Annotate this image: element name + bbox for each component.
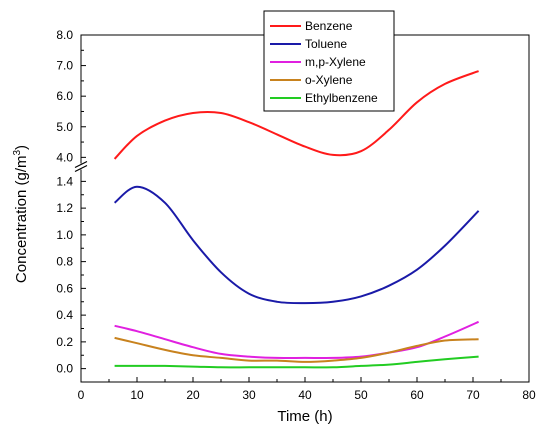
- legend-label-m-p-xylene: m,p-Xylene: [305, 55, 366, 69]
- x-tick-label: 30: [242, 388, 256, 402]
- y-tick-label: 1.0: [56, 228, 73, 242]
- y-tick-label: 0.6: [56, 281, 73, 295]
- y-tick-label: 0.8: [56, 255, 73, 269]
- x-tick-label: 20: [186, 388, 200, 402]
- series-line-ethylbenzene: [114, 355, 479, 369]
- series-line-toluene: [113, 185, 480, 305]
- y-axis-title-close: ): [13, 145, 30, 150]
- y-tick-label: 0.0: [56, 362, 73, 376]
- x-tick-label: 50: [354, 388, 368, 402]
- series-lines: [113, 70, 480, 369]
- y-tick-label: 1.4: [56, 174, 73, 188]
- x-tick-label: 70: [466, 388, 480, 402]
- y-tick-label: 1.2: [56, 201, 73, 215]
- y-tick-label: 5.0: [56, 120, 73, 134]
- y-axis-title-superscript: 3: [12, 150, 23, 156]
- y-axis-title-main: Concentration (g/m: [13, 156, 30, 284]
- legend-items: Benzene Toluene m,p-Xylene o-Xylene Ethylben…: [270, 19, 378, 105]
- y-tick-label: 4.0: [56, 150, 73, 164]
- y-axis-ticks: 0.0 0.2 0.4 0.6 0.8 1.0 1.2 1.4 4.0 5.0 6.0 7.0 8.0: [56, 28, 86, 383]
- y-tick-label: 7.0: [56, 59, 73, 73]
- axis-break-mark: [74, 160, 88, 169]
- legend-label-o-xylene: o-Xylene: [305, 73, 353, 87]
- axis-break-group: [74, 160, 88, 173]
- axis-break-gap: [79, 163, 85, 170]
- legend-label-benzene: Benzene: [305, 19, 353, 33]
- axis-break-mark: [74, 164, 88, 173]
- legend-label-toluene: Toluene: [305, 37, 347, 51]
- series-line-m-p-xylene: [114, 320, 480, 359]
- y-axis-title: Concentration (g/m3): [12, 145, 30, 283]
- y-tick-label: 0.4: [56, 308, 73, 322]
- y-tick-label: 8.0: [56, 28, 73, 42]
- y-tick-label: 0.2: [56, 335, 73, 349]
- x-axis-title: Time (h): [277, 408, 332, 425]
- x-tick-label: 0: [78, 388, 85, 402]
- x-tick-label: 10: [130, 388, 144, 402]
- y-tick-label: 6.0: [56, 89, 73, 103]
- series-line-o-xylene: [114, 336, 479, 363]
- x-axis-ticks: 0 10 20 30 40 50 60 70 80: [78, 377, 536, 402]
- x-tick-label: 40: [298, 388, 312, 402]
- legend-label-ethylbenzene: Ethylbenzene: [305, 91, 378, 105]
- legend: Benzene Toluene m,p-Xylene o-Xylene Ethylben…: [263, 10, 395, 112]
- x-tick-label: 60: [410, 388, 424, 402]
- series-line-benzene: [113, 70, 479, 160]
- x-tick-label: 80: [522, 388, 536, 402]
